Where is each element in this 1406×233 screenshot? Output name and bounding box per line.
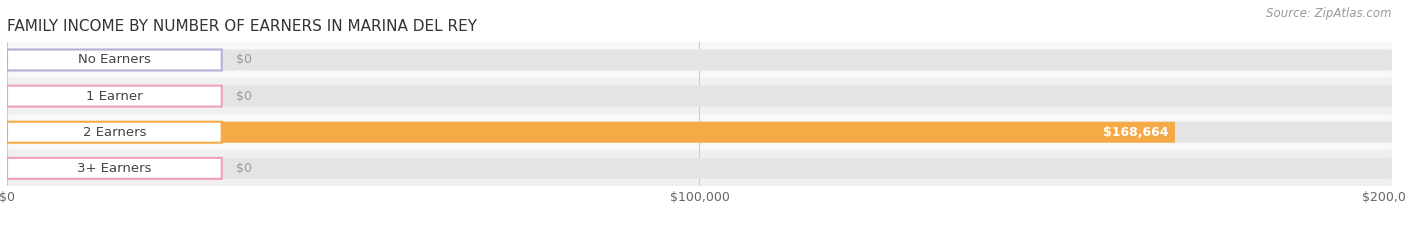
Text: $0: $0 bbox=[236, 162, 252, 175]
FancyBboxPatch shape bbox=[7, 114, 1392, 150]
Text: Source: ZipAtlas.com: Source: ZipAtlas.com bbox=[1267, 7, 1392, 20]
Text: 1 Earner: 1 Earner bbox=[86, 90, 142, 103]
FancyBboxPatch shape bbox=[7, 78, 1392, 114]
Text: $0: $0 bbox=[236, 54, 252, 66]
FancyBboxPatch shape bbox=[7, 158, 1392, 179]
FancyBboxPatch shape bbox=[7, 50, 1392, 70]
Text: 2 Earners: 2 Earners bbox=[83, 126, 146, 139]
FancyBboxPatch shape bbox=[7, 86, 222, 106]
Text: $0: $0 bbox=[236, 90, 252, 103]
FancyBboxPatch shape bbox=[7, 158, 222, 179]
FancyBboxPatch shape bbox=[7, 122, 1175, 143]
FancyBboxPatch shape bbox=[7, 42, 1392, 78]
Text: FAMILY INCOME BY NUMBER OF EARNERS IN MARINA DEL REY: FAMILY INCOME BY NUMBER OF EARNERS IN MA… bbox=[7, 19, 477, 34]
FancyBboxPatch shape bbox=[7, 122, 1392, 143]
Text: 3+ Earners: 3+ Earners bbox=[77, 162, 152, 175]
Text: $168,664: $168,664 bbox=[1102, 126, 1168, 139]
Text: No Earners: No Earners bbox=[77, 54, 150, 66]
FancyBboxPatch shape bbox=[7, 150, 1392, 186]
FancyBboxPatch shape bbox=[7, 50, 222, 70]
FancyBboxPatch shape bbox=[7, 122, 222, 143]
FancyBboxPatch shape bbox=[7, 86, 1392, 106]
